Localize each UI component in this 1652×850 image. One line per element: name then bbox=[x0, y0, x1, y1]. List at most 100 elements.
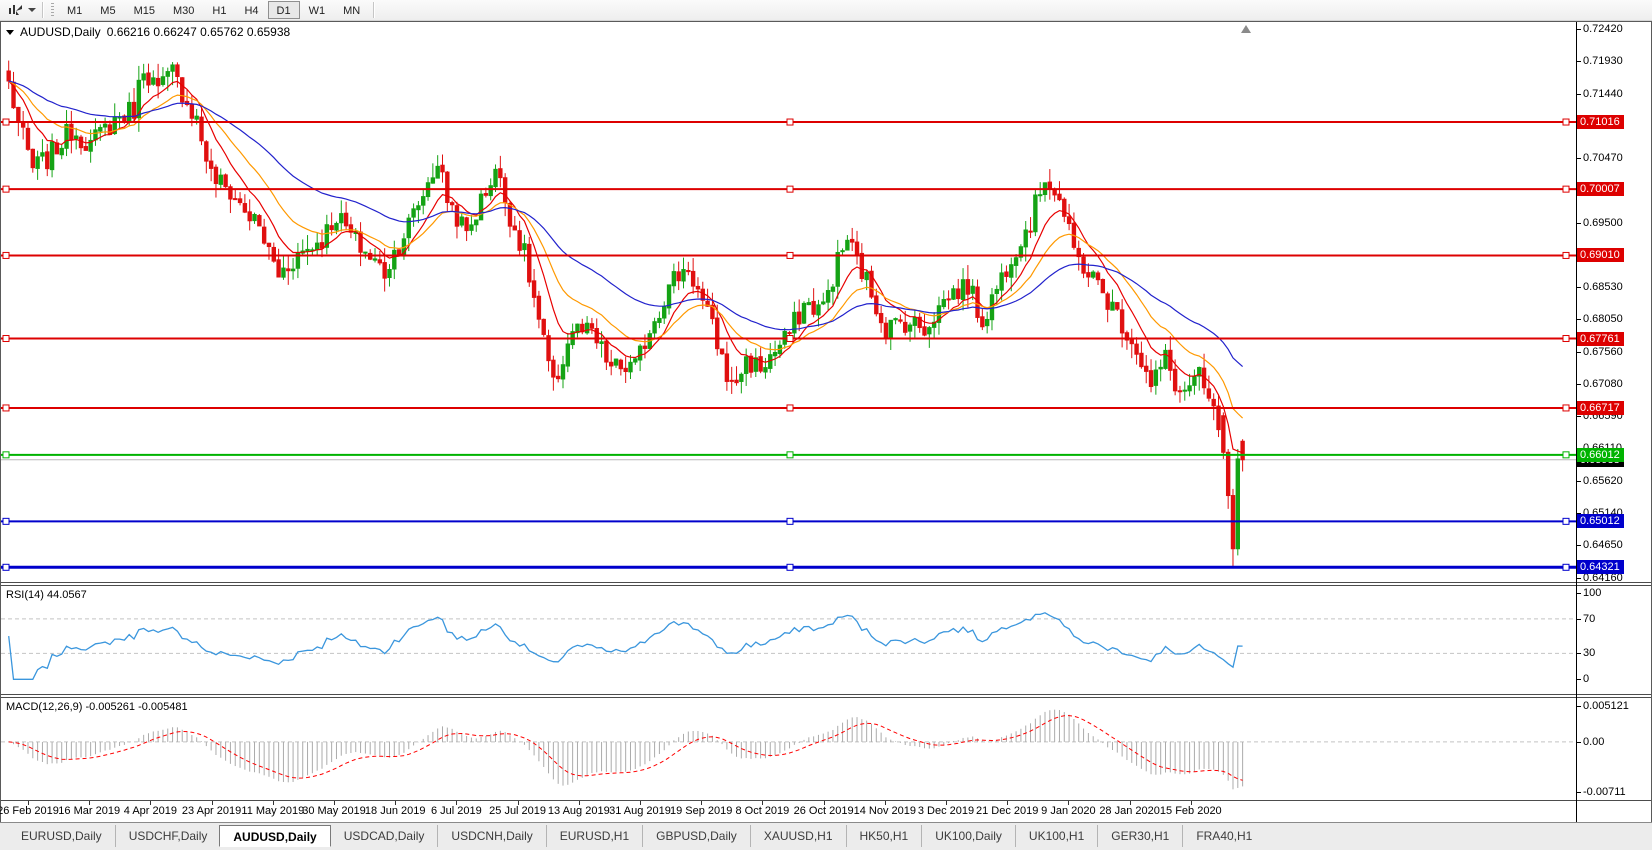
macd-chart[interactable] bbox=[1, 698, 1577, 800]
date-tick bbox=[946, 801, 947, 805]
axis-tick bbox=[1577, 545, 1581, 547]
line-handle[interactable] bbox=[1562, 335, 1570, 343]
tab-audusd-daily[interactable]: AUDUSD,Daily bbox=[219, 825, 331, 847]
tab-uk100-h1[interactable]: UK100,H1 bbox=[1014, 825, 1097, 847]
line-handle[interactable] bbox=[1562, 563, 1570, 571]
timeframe-toolbar: M1 M5 M15 M30 H1 H4 D1 W1 MN bbox=[58, 1, 369, 19]
line-handle[interactable] bbox=[1562, 404, 1570, 412]
collapse-triangle-icon[interactable] bbox=[6, 29, 14, 35]
axis-tick-label: 0.68530 bbox=[1583, 281, 1623, 294]
line-handle[interactable] bbox=[1562, 451, 1570, 459]
toolbar-grip[interactable] bbox=[51, 3, 54, 17]
candle-body bbox=[1134, 343, 1139, 355]
date-tick bbox=[272, 801, 274, 805]
axis-tick bbox=[1577, 705, 1581, 707]
line-handle[interactable] bbox=[786, 404, 794, 412]
line-handle[interactable] bbox=[2, 451, 10, 459]
candle-body bbox=[204, 141, 209, 162]
line-handle[interactable] bbox=[1562, 251, 1570, 259]
timeframe-button-d1[interactable]: D1 bbox=[267, 1, 300, 19]
candle-body bbox=[1168, 349, 1173, 371]
tab-eurusd-h1[interactable]: EURUSD,H1 bbox=[545, 825, 642, 847]
line-handle[interactable] bbox=[1562, 118, 1570, 126]
tab-hk50-h1[interactable]: HK50,H1 bbox=[845, 825, 922, 847]
axis-tick-label: 0.72420 bbox=[1583, 22, 1623, 35]
rsi-axis[interactable]: 100 70 30 0 bbox=[1577, 586, 1651, 694]
tab-xauusd-h1[interactable]: XAUUSD,H1 bbox=[749, 825, 846, 847]
timeframe-button-h1[interactable]: H1 bbox=[212, 5, 227, 17]
timeframe-button-w1[interactable]: W1 bbox=[308, 5, 326, 17]
price-level-flag: 0.71016 bbox=[1577, 115, 1624, 130]
rsi-chart[interactable] bbox=[1, 586, 1577, 694]
macd-panel[interactable]: MACD(12,26,9) -0.005261 -0.005481 0.0051… bbox=[1, 698, 1651, 800]
line-handle[interactable] bbox=[2, 251, 10, 259]
line-handle[interactable] bbox=[786, 185, 794, 193]
candle-body bbox=[180, 77, 185, 103]
price-axis[interactable]: 0.724200.719300.714400.709600.704700.695… bbox=[1577, 22, 1651, 584]
candle-body bbox=[286, 268, 291, 272]
line-handle[interactable] bbox=[786, 251, 794, 259]
line-handle[interactable] bbox=[786, 451, 794, 459]
date-tick bbox=[334, 801, 335, 805]
line-handle[interactable] bbox=[2, 185, 10, 193]
timeframe-button-m30[interactable]: M30 bbox=[172, 5, 195, 17]
tab-usdchf-daily[interactable]: USDCHF,Daily bbox=[114, 825, 221, 847]
tab-uk100-daily[interactable]: UK100,Daily bbox=[921, 825, 1015, 847]
price-chart-panel[interactable]: AUDUSD,Daily 0.66216 0.66247 0.65762 0.6… bbox=[1, 22, 1651, 584]
date-label: 8 Oct 2019 bbox=[735, 805, 790, 817]
timeframe-button-mn[interactable]: MN bbox=[343, 5, 361, 17]
candle-body bbox=[1148, 370, 1154, 388]
timeframe-button-m5[interactable]: M5 bbox=[100, 5, 116, 17]
candle-body bbox=[498, 168, 503, 179]
candle-body bbox=[869, 270, 874, 298]
chart-shift-marker-icon[interactable] bbox=[1241, 25, 1251, 33]
tab-ger30-h1[interactable]: GER30,H1 bbox=[1097, 825, 1182, 847]
candle-body bbox=[1091, 271, 1096, 278]
date-tick bbox=[517, 801, 519, 805]
axis-tick bbox=[1577, 158, 1581, 160]
candle-body bbox=[324, 224, 330, 248]
candle-body bbox=[319, 242, 325, 249]
date-axis[interactable]: 26 Feb 2019 16 Mar 2019 4 Apr 2019 23 Apr 2… bbox=[0, 800, 1651, 821]
timeframe-button-m1[interactable]: M1 bbox=[67, 5, 83, 17]
toolbar-dropdown-caret[interactable] bbox=[26, 1, 38, 19]
tab-usdcnh-daily[interactable]: USDCNH,Daily bbox=[437, 825, 545, 847]
axis-tick bbox=[1577, 61, 1581, 63]
candle-body bbox=[266, 242, 272, 248]
rsi-panel[interactable]: RSI(14) 44.0567 100 70 30 0 bbox=[1, 586, 1651, 694]
axis-tick-label: 0.64160 bbox=[1583, 572, 1623, 584]
tab-fra40-h1[interactable]: FRA40,H1 bbox=[1182, 825, 1265, 847]
axis-tick-label: 0.67560 bbox=[1583, 345, 1623, 358]
tab-gbpusd-daily[interactable]: GBPUSD,Daily bbox=[642, 825, 750, 847]
candle-body bbox=[136, 79, 142, 119]
line-handle[interactable] bbox=[2, 517, 10, 525]
tab-usdcad-daily[interactable]: USDCAD,Daily bbox=[343, 829, 425, 843]
candle-body bbox=[662, 306, 667, 319]
candle-body bbox=[1240, 440, 1245, 461]
chart-symbol-button[interactable] bbox=[4, 1, 26, 19]
line-handle[interactable] bbox=[786, 563, 794, 571]
line-handle[interactable] bbox=[786, 335, 794, 343]
date-tick bbox=[823, 801, 825, 805]
panel-splitter[interactable] bbox=[1, 694, 1651, 698]
ohlc-values: 0.66216 0.66247 0.65762 0.65938 bbox=[106, 25, 291, 39]
line-handle[interactable] bbox=[2, 118, 10, 126]
candle-body bbox=[343, 212, 349, 227]
candlestick-chart[interactable] bbox=[1, 22, 1577, 582]
panel-splitter[interactable] bbox=[1, 582, 1651, 586]
timeframe-button-m15[interactable]: M15 bbox=[133, 5, 155, 17]
line-handle[interactable] bbox=[786, 517, 794, 525]
line-handle[interactable] bbox=[1562, 185, 1570, 193]
line-handle[interactable] bbox=[2, 404, 10, 412]
date-label: 25 Jul 2019 bbox=[489, 805, 547, 817]
line-handle[interactable] bbox=[2, 563, 10, 571]
line-handle[interactable] bbox=[786, 118, 794, 126]
tab-eurusd-daily[interactable]: EURUSD,Daily bbox=[21, 829, 102, 843]
line-handle[interactable] bbox=[1562, 517, 1570, 525]
macd-axis[interactable]: 0.005121 0.00 -0.00711 bbox=[1577, 698, 1651, 800]
timeframe-button-h4[interactable]: H4 bbox=[244, 5, 259, 17]
candle-body bbox=[411, 208, 416, 218]
candle-body bbox=[1023, 229, 1028, 248]
line-handle[interactable] bbox=[2, 335, 10, 343]
chart-title[interactable]: AUDUSD,Daily 0.66216 0.66247 0.65762 0.6… bbox=[6, 25, 290, 39]
